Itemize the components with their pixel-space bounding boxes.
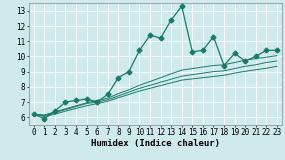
- X-axis label: Humidex (Indice chaleur): Humidex (Indice chaleur): [91, 139, 220, 148]
